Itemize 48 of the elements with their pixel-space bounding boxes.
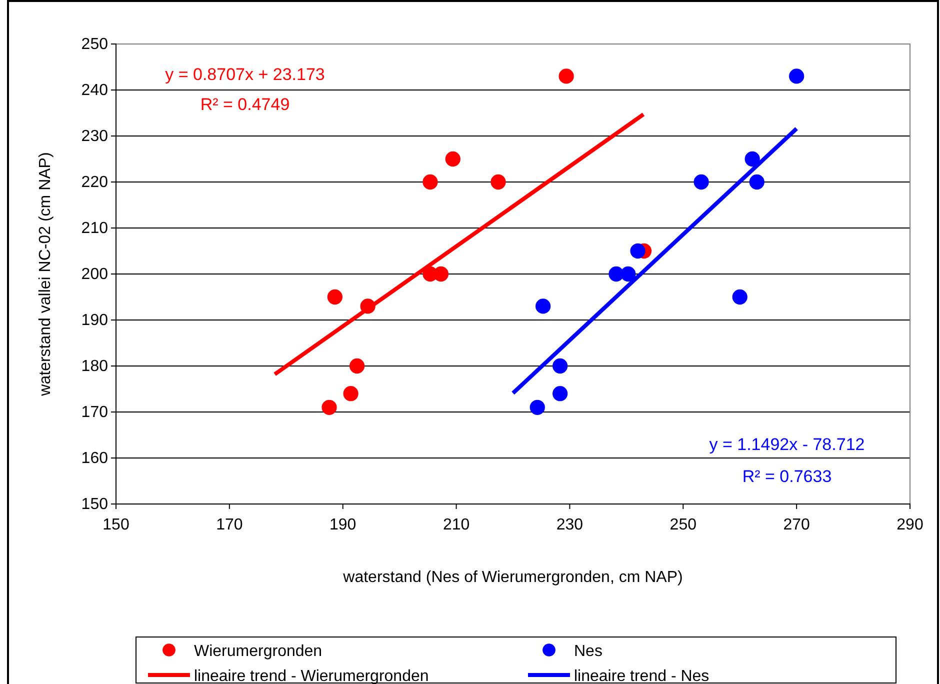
point — [744, 151, 760, 167]
point — [445, 151, 460, 167]
annotation: R² = 0.4749 — [200, 95, 290, 114]
y-tick-label: 190 — [81, 312, 108, 330]
y-axis-title: waterstand vallei NC-02 (cm NAP) — [37, 152, 54, 397]
point — [343, 386, 358, 402]
y-tick-label: 230 — [81, 128, 108, 146]
annotation: y = 0.8707x + 23.173 — [165, 65, 325, 84]
point — [630, 243, 646, 259]
y-tick-label: 170 — [81, 404, 108, 422]
point — [422, 174, 438, 190]
point — [349, 358, 365, 374]
point — [327, 289, 342, 305]
point — [620, 266, 636, 282]
x-tick-label: 210 — [442, 516, 470, 534]
legend-label: Wierumergronden — [194, 643, 322, 660]
x-axis-title: waterstand (Nes of Wierumergronden, cm NAP) — [342, 569, 683, 586]
x-tick-label: 290 — [896, 516, 924, 534]
point — [732, 289, 748, 305]
y-tick-label: 200 — [81, 266, 108, 284]
point — [530, 400, 545, 415]
y-tick-label: 150 — [81, 496, 108, 514]
x-tick-label: 270 — [783, 516, 810, 534]
point — [490, 174, 506, 190]
point — [694, 174, 709, 190]
annotation: R² = 0.7633 — [742, 467, 832, 486]
legend-label: Nes — [574, 643, 602, 660]
point — [558, 68, 574, 84]
y-tick-label: 240 — [81, 82, 108, 100]
x-tick-label: 230 — [556, 516, 584, 534]
legend-label: lineaire trend - Nes — [574, 668, 710, 684]
y-tick-label: 250 — [81, 36, 108, 54]
y-tick-label: 180 — [81, 358, 108, 376]
point — [535, 298, 551, 314]
point — [552, 358, 568, 374]
y-tick-label: 210 — [81, 220, 108, 238]
x-tick-label: 250 — [670, 516, 697, 534]
annotation: y = 1.1492x - 78.712 — [709, 435, 865, 454]
x-tick-label: 150 — [102, 516, 130, 534]
point — [322, 400, 337, 415]
y-tick-label: 220 — [81, 174, 108, 192]
point — [789, 68, 804, 84]
x-tick-label: 170 — [216, 516, 243, 534]
y-tick-label: 160 — [81, 450, 108, 468]
point — [552, 386, 568, 402]
x-tick-label: 190 — [330, 516, 356, 534]
legend-label: lineaire trend - Wierumergronden — [194, 668, 429, 684]
point — [749, 174, 764, 190]
